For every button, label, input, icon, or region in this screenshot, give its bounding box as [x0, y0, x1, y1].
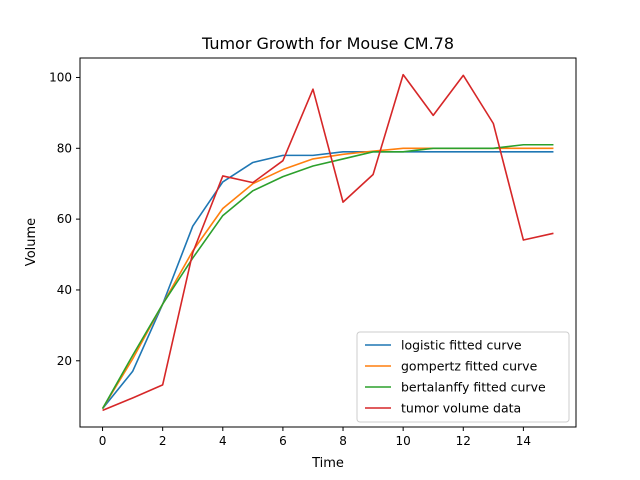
legend-entry: bertalanffy fitted curve	[401, 380, 546, 395]
legend: logistic fitted curve gompertz fitted cur…	[356, 331, 570, 423]
y-tick-label: 80	[57, 141, 72, 155]
y-tick-label: 20	[57, 354, 72, 368]
x-tick-label: 14	[516, 434, 531, 448]
x-tick-label: 4	[219, 434, 227, 448]
plot-lines	[101, 73, 554, 412]
series-line-2	[101, 143, 554, 409]
x-axis-label: Time	[311, 456, 344, 471]
series-line-3	[102, 73, 554, 412]
legend-entry: logistic fitted curve	[401, 338, 522, 353]
legend-box	[356, 331, 570, 423]
x-tick-label: 2	[159, 434, 167, 448]
series-line-0	[101, 151, 554, 410]
y-tick-label: 100	[49, 70, 72, 84]
y-tick-label: 40	[57, 283, 72, 297]
x-tick-label: 10	[396, 434, 411, 448]
x-tick-label: 6	[279, 434, 287, 448]
x-tick-label: 0	[99, 434, 107, 448]
y-axis-ticks: 20 40 60 80 100	[49, 70, 80, 368]
legend-entry: tumor volume data	[401, 401, 521, 416]
chart-title: Tumor Growth for Mouse CM.78	[201, 34, 454, 53]
x-tick-label: 12	[456, 434, 471, 448]
y-axis-label: Volume	[24, 218, 39, 266]
x-tick-label: 8	[339, 434, 347, 448]
x-axis-ticks: 0 2 4 6 8 10 12 14	[99, 427, 531, 448]
plot-area-frame	[79, 57, 577, 428]
y-tick-label: 60	[57, 212, 72, 226]
legend-entry: gompertz fitted curve	[401, 359, 538, 374]
